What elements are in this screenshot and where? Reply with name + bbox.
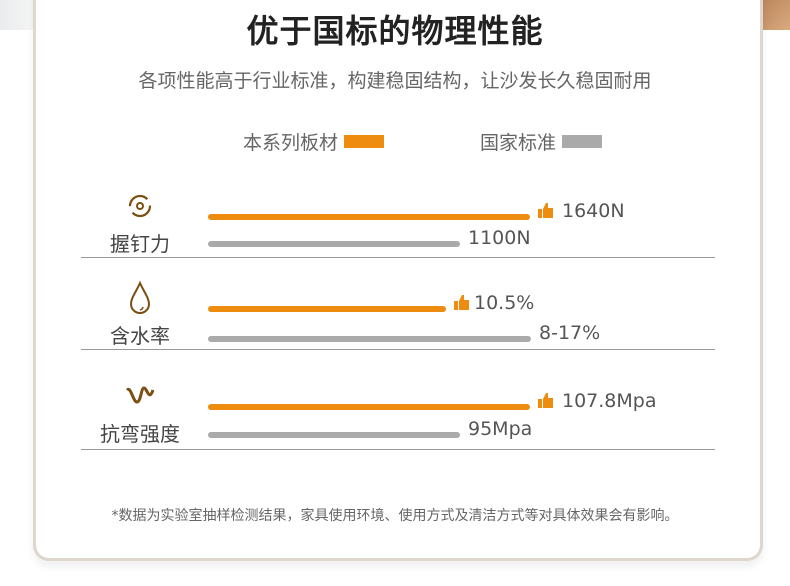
value-label-standard: 8-17% <box>539 322 601 344</box>
legend-item-standard: 国家标准 <box>480 128 603 155</box>
thumbs-up-icon <box>538 203 553 218</box>
row-divider <box>81 449 715 450</box>
value-label-standard: 95Mpa <box>468 418 533 440</box>
legend-label: 本系列板材 <box>243 132 339 154</box>
value-label-series: 10.5% <box>474 292 535 314</box>
legend-label: 国家标准 <box>480 132 557 154</box>
grip-rotate-icon <box>128 194 152 218</box>
bar-standard <box>208 241 460 247</box>
row-label: 抗弯强度 <box>100 422 180 446</box>
row-label: 含水率 <box>110 324 170 348</box>
legend-item-series: 本系列板材 <box>243 128 385 155</box>
bar-standard <box>208 336 531 342</box>
row-label: 握钉力 <box>110 232 170 256</box>
bar-series <box>208 214 530 220</box>
row-divider <box>81 349 715 350</box>
legend-swatch-orange <box>344 135 385 148</box>
page-subtitle: 各项性能高于行业标准，构建稳固结构，让沙发长久稳固耐用 <box>138 70 652 92</box>
background-photo-left <box>0 0 34 30</box>
info-card <box>33 0 763 561</box>
footnote: *数据为实验室抽样检测结果，家具使用环境、使用方式及清洁方式等对具体效果会有影响… <box>111 508 679 524</box>
bar-series <box>208 306 446 312</box>
legend-swatch-gray <box>562 135 603 148</box>
water-drop-icon <box>129 280 151 314</box>
background-photo-right <box>758 0 790 30</box>
bar-standard <box>208 432 460 438</box>
row-divider <box>81 257 715 258</box>
thumbs-up-icon <box>454 295 469 310</box>
page-title: 优于国标的物理性能 <box>246 12 544 50</box>
thumbs-up-icon <box>538 393 553 408</box>
value-label-standard: 1100N <box>468 227 531 249</box>
value-label-series: 107.8Mpa <box>562 390 657 412</box>
value-label-series: 1640N <box>562 200 625 222</box>
bar-series <box>208 404 530 410</box>
bend-wave-icon <box>125 386 155 404</box>
